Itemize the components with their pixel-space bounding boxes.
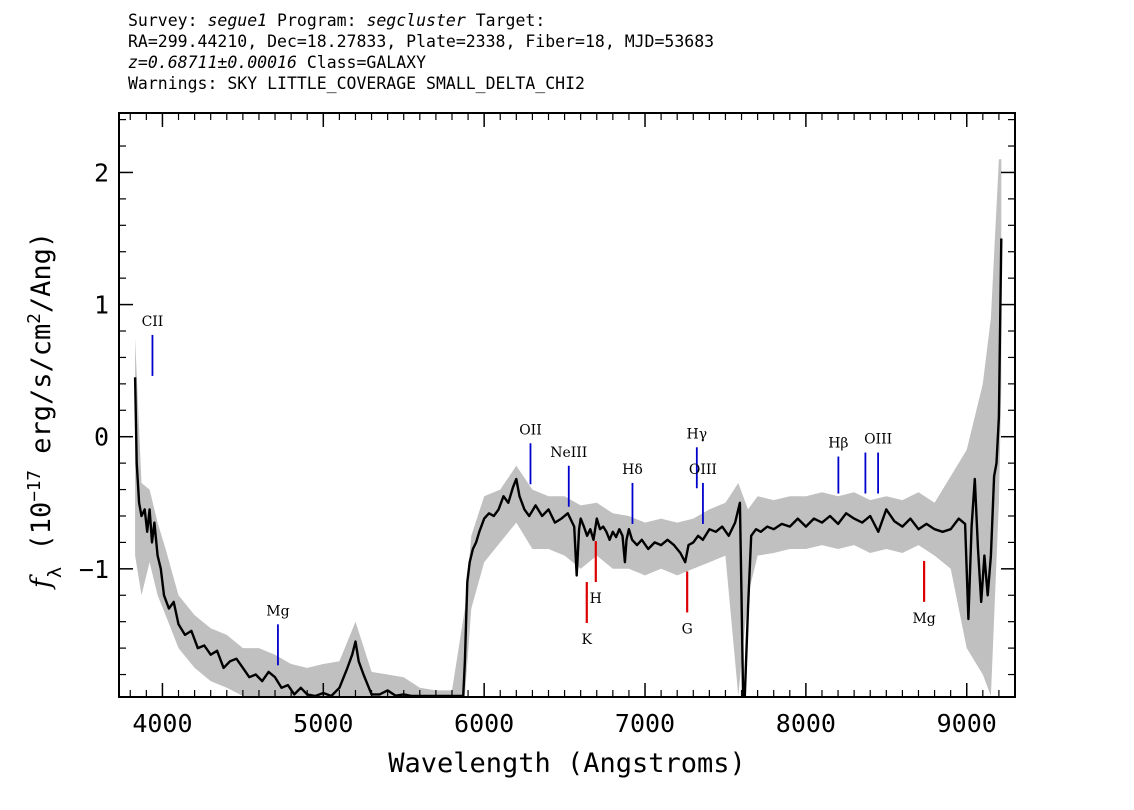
annotation-label: NeIII: [550, 445, 587, 461]
plot-frame: [118, 112, 1016, 698]
survey-label: Survey:: [128, 11, 208, 30]
x-tick-label: 7000: [615, 709, 675, 738]
noise-envelope: [135, 159, 1002, 696]
line-annotations: CII Mg OII NeIII Hδ Hγ OIII Hβ OIII K H G Mg: [142, 314, 936, 666]
x-axis-label: Wavelength (Angstroms): [388, 748, 746, 779]
annotation-label: Hδ: [622, 462, 643, 478]
header-line-3: z=0.68711±0.00016 Class=GALAXY: [128, 52, 714, 73]
spectrum-header: Survey: segue1 Program: segcluster Targe…: [128, 10, 714, 94]
y-axis-label: fλ (10−17 erg/s/cm2/Ang): [25, 232, 66, 590]
x-tick-label: 6000: [454, 709, 514, 738]
x-tick-label: 5000: [293, 709, 353, 738]
annotation-label: OIII: [689, 462, 717, 478]
annotation-label: Mg: [266, 603, 289, 619]
annotation-label: OII: [519, 422, 542, 438]
redshift-value: z=0.68711±0.00016: [128, 53, 297, 72]
axis-ticks: 4000 5000 6000 7000 8000 9000 −1 0 1 2: [79, 113, 1016, 738]
header-line-1: Survey: segue1 Program: segcluster Targe…: [128, 10, 714, 31]
y-tick-label: 1: [94, 291, 109, 320]
annotation-label: G: [682, 621, 693, 637]
target-label: Target:: [465, 11, 546, 30]
annotation-label: OIII: [864, 432, 892, 448]
header-line-2: RA=299.44210, Dec=18.27833, Plate=2338, …: [128, 32, 715, 51]
y-tick-label: 0: [94, 423, 109, 452]
survey-value: segue1: [207, 11, 268, 30]
annotation-label: Hβ: [828, 436, 848, 452]
annotation-label: K: [582, 632, 593, 648]
y-tick-label: −1: [79, 555, 109, 584]
x-tick-label: 8000: [776, 709, 836, 738]
y-tick-label: 2: [94, 158, 109, 187]
annotation-label: Mg: [912, 611, 935, 627]
x-tick-label: 4000: [132, 709, 192, 738]
flux-series: [133, 238, 1003, 698]
flux-line: [133, 238, 1003, 698]
annotation-label: CII: [142, 314, 164, 330]
noise-band: [135, 159, 1002, 696]
program-value: segcluster: [366, 11, 466, 30]
program-label: Program:: [267, 11, 367, 30]
class-value: Class=GALAXY: [296, 53, 427, 72]
header-line-4: Warnings: SKY LITTLE_COVERAGE SMALL_DELT…: [128, 74, 585, 93]
annotation-label: Hγ: [687, 426, 708, 442]
x-tick-label: 9000: [937, 709, 997, 738]
annotation-label: H: [590, 591, 602, 607]
